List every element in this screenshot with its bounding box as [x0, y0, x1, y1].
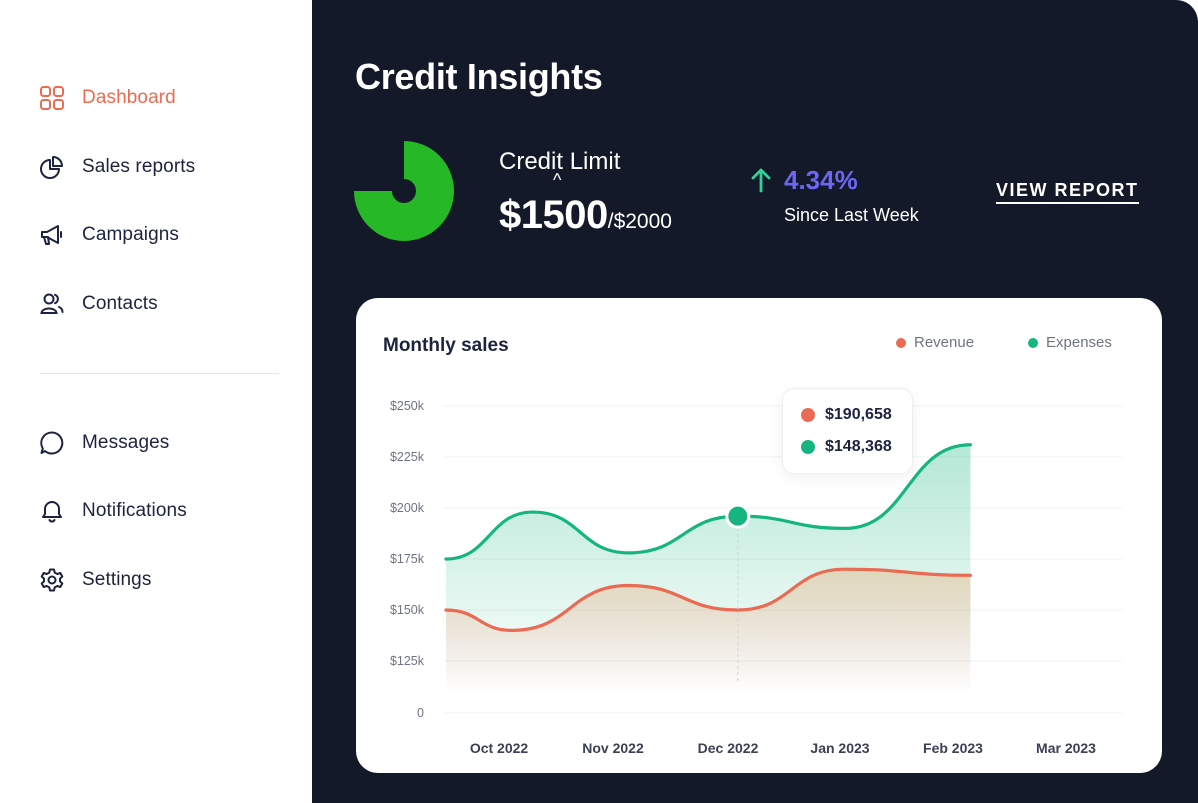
hover-point[interactable]: [725, 503, 751, 529]
view-report-link[interactable]: VIEW REPORT: [996, 180, 1139, 204]
legend-expenses: Expenses: [1028, 334, 1112, 351]
y-tick-label: $175k: [390, 552, 425, 566]
legend-revenue: Revenue: [896, 334, 974, 351]
y-tick-label: $150k: [390, 603, 425, 617]
chart-tooltip: $190,658 $148,368: [782, 388, 913, 474]
chat-bubble-icon: [38, 429, 66, 457]
caret-up-icon: ^: [553, 170, 562, 190]
legend-dot-revenue: [896, 337, 906, 348]
x-tick-label: Feb 2023: [923, 740, 983, 756]
y-tick-label: 0: [417, 706, 424, 720]
x-tick-label: Dec 2022: [698, 740, 759, 756]
credit-used: $1500: [499, 193, 608, 237]
sidebar-item-label: Contacts: [82, 293, 158, 314]
trend-percent: 4.34%: [784, 165, 858, 195]
legend-label: Expenses: [1046, 334, 1112, 351]
sidebar-item-campaigns[interactable]: Campaigns: [38, 220, 179, 250]
series-area-revenue: [446, 569, 971, 693]
y-tick-label: $225k: [390, 450, 425, 464]
series-line-revenue: [444, 567, 972, 633]
x-tick-label: Mar 2023: [1036, 740, 1096, 756]
sidebar-item-messages[interactable]: Messages: [38, 428, 169, 458]
sidebar-item-label: Sales reports: [82, 156, 196, 177]
tooltip-dot-revenue: [801, 408, 815, 422]
sidebar-item-sales-reports[interactable]: Sales reports: [38, 152, 195, 182]
tooltip-value-expenses: $148,368: [825, 438, 892, 455]
sidebar-item-label: Dashboard: [82, 87, 176, 108]
grid-icon: [38, 84, 66, 112]
page-title: Credit Insights: [355, 56, 603, 97]
sidebar-item-label: Notifications: [82, 500, 187, 521]
legend-label: Revenue: [914, 334, 975, 351]
tooltip-row-expenses: $148,368: [801, 438, 892, 456]
x-tick-label: Nov 2022: [582, 740, 644, 756]
sidebar-item-label: Messages: [82, 432, 170, 453]
series-line-expenses: [444, 443, 972, 561]
tooltip-dot-expenses: [801, 440, 815, 454]
megaphone-icon: [38, 221, 66, 249]
pie-chart-icon: [38, 153, 66, 181]
credit-usage-donut: [354, 141, 454, 241]
y-tick-label: $125k: [390, 654, 425, 668]
gear-icon: [38, 566, 66, 594]
x-tick-label: Oct 2022: [470, 740, 529, 756]
credit-limit: /$2000: [607, 210, 672, 233]
sidebar-item-notifications[interactable]: Notifications: [38, 496, 187, 526]
sidebar-item-label: Campaigns: [82, 224, 180, 245]
sidebar-divider: [40, 373, 279, 374]
y-tick-label: $250k: [390, 399, 425, 413]
chart-title: Monthly sales: [383, 335, 509, 356]
area-chart: 0 $125k $150k $175k $200k $225k $250k Oct 2022 N…: [390, 399, 1122, 756]
sidebar-item-contacts[interactable]: Contacts: [38, 289, 158, 319]
trend-subtitle: Since Last Week: [784, 205, 919, 225]
credit-value: $1500/$2000: [499, 193, 672, 238]
credit-limit-label: Credit Limit: [499, 148, 621, 175]
sidebar-item-label: Settings: [82, 569, 152, 590]
y-tick-label: $200k: [390, 501, 425, 515]
tooltip-row-revenue: $190,658: [801, 406, 892, 424]
x-tick-label: Jan 2023: [810, 740, 869, 756]
monthly-sales-card: Monthly sales Revenue Expenses 0 $125k $15…: [356, 298, 1162, 773]
arrow-up-icon: [751, 168, 771, 193]
legend-dot-expenses: [1028, 337, 1038, 348]
sidebar-item-settings[interactable]: Settings: [38, 565, 151, 595]
users-icon: [38, 290, 66, 318]
sidebar: Dashboard Sales reports Campaigns: [0, 0, 312, 803]
tooltip-value-revenue: $190,658: [825, 406, 892, 423]
bell-icon: [38, 497, 66, 525]
sidebar-item-dashboard[interactable]: Dashboard: [38, 83, 176, 113]
